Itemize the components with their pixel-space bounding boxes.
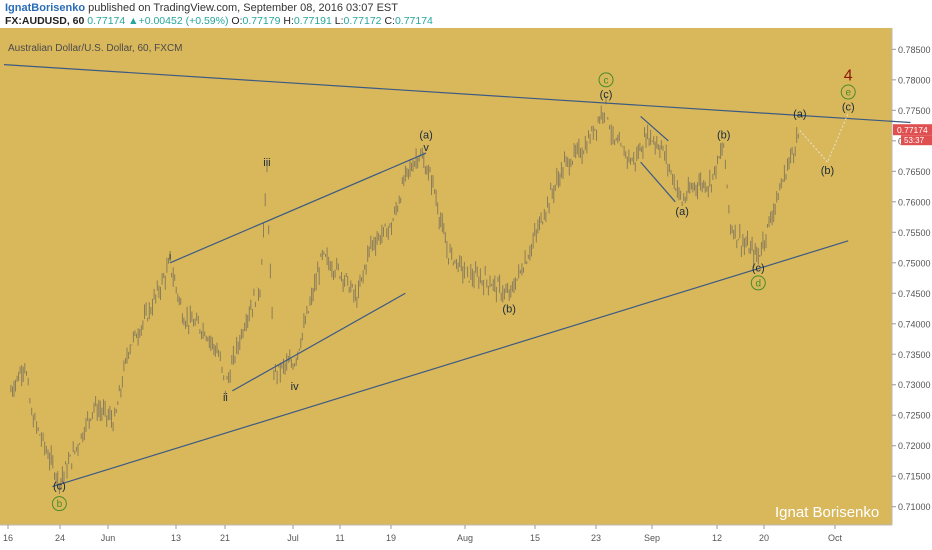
publish-info: published on TradingView.com, September … xyxy=(85,2,398,14)
price-tick-label: 0.74000 xyxy=(898,319,931,329)
time-tick-label: Oct xyxy=(828,533,843,543)
wave-label: b xyxy=(57,499,63,510)
time-tick-label: 15 xyxy=(530,533,540,543)
wave-label: (b) xyxy=(502,304,515,316)
chart-title: Australian Dollar/U.S. Dollar, 60, FXCM xyxy=(8,43,183,54)
wave-label: (c) xyxy=(600,89,613,101)
time-tick-label: 16 xyxy=(3,533,13,543)
time-tick-label: 12 xyxy=(712,533,722,543)
price-tick-label: 0.71500 xyxy=(898,472,931,482)
time-ticks: 16 24 Jun 13 21 Jul 11 19 Aug 15 23 Sep 12 20 Oct xyxy=(3,525,843,543)
price-chart[interactable]: Australian Dollar/U.S. Dollar, 60, FXCM … xyxy=(0,28,932,550)
author-link[interactable]: IgnatBorisenko xyxy=(5,2,86,14)
price-tick-label: 0.73500 xyxy=(898,350,931,360)
last-price-value: 0.77174 xyxy=(897,125,928,135)
price-tick-label: 0.73000 xyxy=(898,380,931,390)
change-value: +0.00452 (+0.59%) xyxy=(138,15,229,27)
time-tick-label: Jun xyxy=(101,533,116,543)
time-tick-label: 23 xyxy=(591,533,601,543)
open-value: 0.77179 xyxy=(242,15,281,27)
trendline-a-top xyxy=(640,115,669,142)
high-value: 0.77191 xyxy=(293,15,332,27)
change-arrow-icon: ▲ xyxy=(128,15,139,27)
price-axis[interactable] xyxy=(892,28,932,550)
time-tick-label: Jul xyxy=(287,533,299,543)
close-value: 0.77174 xyxy=(394,15,433,27)
wave-label-degree: 4 xyxy=(844,68,853,85)
wave-label: iii xyxy=(263,157,270,169)
time-tick-label: 21 xyxy=(220,533,230,543)
time-tick-label: 24 xyxy=(55,533,65,543)
wave-circle xyxy=(51,496,67,512)
wave-label: (c) xyxy=(752,263,765,275)
close-label: C: xyxy=(384,15,395,27)
price-tick-label: 0.75500 xyxy=(898,228,931,238)
price-ticks: 0.785000.780000.775000.770000.765000.760… xyxy=(892,45,931,512)
wave-label: (b) xyxy=(821,165,834,177)
price-tick-label: 0.76000 xyxy=(898,197,931,207)
wave-label: (b) xyxy=(717,130,730,142)
trendline-wedge-lower xyxy=(232,292,406,392)
wave-label: ii xyxy=(223,392,228,404)
time-tick-label: 13 xyxy=(171,533,181,543)
time-axis[interactable] xyxy=(0,525,892,550)
wave-label: c xyxy=(604,75,609,86)
price-tick-label: 0.72000 xyxy=(898,441,931,451)
open-label: O: xyxy=(231,15,243,27)
high-label: H: xyxy=(283,15,294,27)
last-price: 0.77174 xyxy=(87,15,126,27)
low-label: L: xyxy=(334,15,344,27)
price-tick-label: 0.71000 xyxy=(898,502,931,512)
trendline-upper xyxy=(3,63,911,124)
price-tick-label: 0.74500 xyxy=(898,289,931,299)
time-tick-label: 20 xyxy=(759,533,769,543)
time-tick-label: Sep xyxy=(644,533,660,543)
price-candles xyxy=(10,96,799,495)
wave-label: v xyxy=(423,142,429,154)
price-tick-label: 0.77500 xyxy=(898,106,931,116)
time-tick-label: 11 xyxy=(335,533,344,543)
plot-background xyxy=(0,28,892,525)
wave-label: e xyxy=(845,88,851,99)
wave-label: d xyxy=(755,278,761,289)
wave-label: (c) xyxy=(842,102,855,114)
projection-path xyxy=(799,113,849,164)
symbol-line: FX:AUDUSD, 60 0.77174 ▲+0.00452 (+0.59%)… xyxy=(5,15,433,27)
projection-line xyxy=(799,113,849,164)
wave-label: (c) xyxy=(53,480,66,492)
wave-label: iv xyxy=(291,381,299,393)
time-tick-label: Aug xyxy=(457,533,473,543)
price-tick-label: 0.75000 xyxy=(898,258,931,268)
low-value: 0.77172 xyxy=(343,15,382,27)
trendline-a-bottom xyxy=(640,161,676,203)
chart-header: IgnatBorisenko published on TradingView.… xyxy=(0,0,932,28)
publish-line: IgnatBorisenko published on TradingView.… xyxy=(5,2,398,14)
price-tick-label: 0.78500 xyxy=(898,45,931,55)
symbol-label: FX:AUDUSD, 60 xyxy=(5,15,85,27)
wave-circle xyxy=(750,275,766,291)
countdown-box xyxy=(901,135,932,146)
countdown-value: 53:37 xyxy=(904,136,925,145)
wave-circle xyxy=(598,72,614,88)
trendline-wedge-upper xyxy=(169,152,427,264)
wave-label: (a) xyxy=(793,108,806,120)
wave-label: i xyxy=(169,250,171,262)
trendlines xyxy=(3,63,911,488)
price-tick-label: 0.72500 xyxy=(898,411,931,421)
wave-label: (a) xyxy=(419,130,432,142)
watermark: Ignat Borisenko xyxy=(775,504,879,521)
trendline-lower xyxy=(52,240,849,488)
last-price-box xyxy=(893,124,932,136)
wave-circle xyxy=(840,84,856,100)
wave-labels: (c)biiiiiiiv(a)v(b)c(c)(a)(b)(c)d(a)(b)(… xyxy=(51,68,856,512)
price-tick-label: 0.78000 xyxy=(898,75,931,85)
wave-label: (a) xyxy=(675,206,688,218)
price-tick-label: 0.76500 xyxy=(898,167,931,177)
time-tick-label: 19 xyxy=(386,533,396,543)
